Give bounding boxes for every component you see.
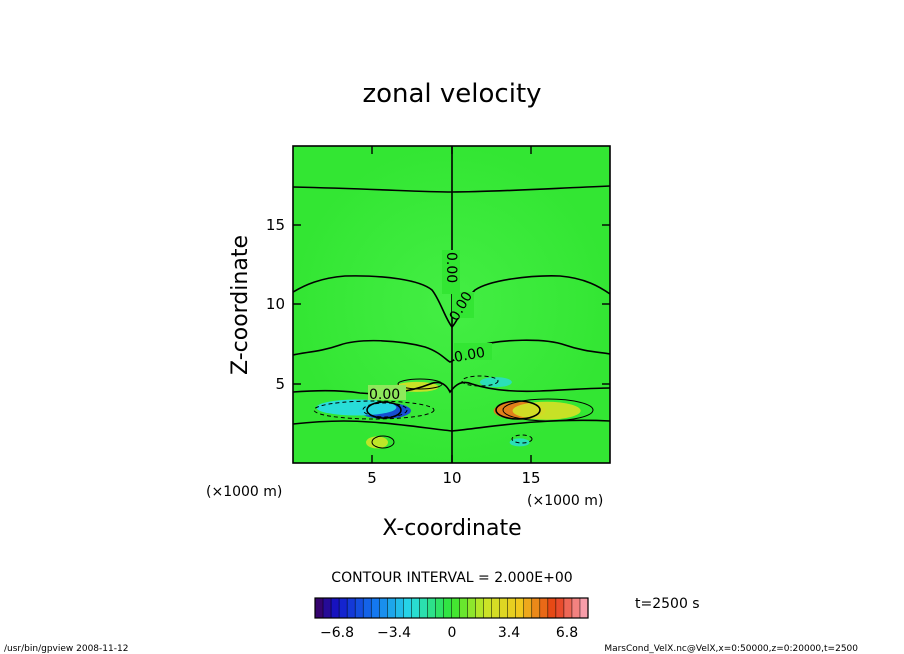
colorbar-cell xyxy=(331,598,340,618)
colorbar-cell xyxy=(379,598,388,618)
time-label: t=2500 s xyxy=(635,596,700,612)
footer-right: MarsCond_VelX.nc@VelX,x=0:50000,z=0:2000… xyxy=(604,644,858,654)
colorbar-cell xyxy=(491,598,501,618)
contour-label-bg xyxy=(368,385,406,400)
colorbar-cell xyxy=(411,598,420,618)
contour-label: 0.00 xyxy=(453,345,486,366)
chart-title: zonal velocity xyxy=(362,79,541,109)
anomaly-blob xyxy=(479,377,512,388)
x-tick-label: 15 xyxy=(521,469,540,487)
colorbar-cell xyxy=(363,598,372,618)
colorbar-cell xyxy=(531,598,541,618)
colorbar-tick-label: 3.4 xyxy=(498,625,520,641)
contour-line xyxy=(293,339,610,363)
anomaly-blob xyxy=(366,436,389,449)
colorbar-cell xyxy=(355,598,364,618)
colorbar-cell xyxy=(323,598,332,618)
x-tick-label: 10 xyxy=(442,469,461,487)
axis-ticks xyxy=(293,146,610,463)
y-unit-label: (×1000 m) xyxy=(527,493,603,509)
colorbar-cell xyxy=(515,598,525,618)
colorbar xyxy=(314,598,589,618)
colorbar-cell xyxy=(451,598,461,618)
colorbar-tick-label: 0 xyxy=(448,625,457,641)
colorbar-cell xyxy=(523,598,533,618)
colorbar-tick-label: −6.8 xyxy=(320,625,354,641)
colorbar-cell xyxy=(427,598,437,618)
contour-label: 0.00 xyxy=(369,387,400,403)
colorbar-cell xyxy=(547,598,557,618)
colorbar-cell xyxy=(571,598,581,618)
positive-contours xyxy=(371,378,594,449)
colorbar-tick-label: −3.4 xyxy=(377,625,411,641)
colorbar-cell xyxy=(419,598,429,618)
contour-label-bg xyxy=(454,343,492,360)
x-unit-label: (×1000 m) xyxy=(206,484,282,500)
colorbar-cell xyxy=(347,598,356,618)
y-tick-label: 10 xyxy=(266,295,285,313)
contour-label-bg xyxy=(442,250,460,294)
colorbar-cell xyxy=(555,598,565,618)
contour-line xyxy=(371,435,395,449)
colorbar-frame xyxy=(314,597,589,619)
contour-line xyxy=(366,401,402,419)
colorbar-cell xyxy=(475,598,485,618)
contour-line xyxy=(495,400,541,420)
colorbar-cell xyxy=(403,598,412,618)
colorbar-cell xyxy=(315,598,324,618)
contour-line xyxy=(313,400,435,420)
colorbar-cell xyxy=(563,598,573,618)
colorbar-cell xyxy=(579,598,589,618)
colorbar-cell xyxy=(387,598,396,618)
colorbar-cell xyxy=(435,598,445,618)
colorbar-cell xyxy=(483,598,493,618)
footer-left: /usr/bin/gpview 2008-11-12 xyxy=(4,644,128,654)
y-axis-title: Z-coordinate xyxy=(228,235,253,375)
contour-line xyxy=(502,398,594,422)
x-tick-label: 5 xyxy=(367,469,377,487)
y-tick-label: 5 xyxy=(275,375,285,393)
negative-contours xyxy=(313,375,533,444)
colorbar-cell xyxy=(539,598,549,618)
colorbar-cell xyxy=(499,598,509,618)
x-axis-title: X-coordinate xyxy=(382,516,521,541)
colorbar-cell xyxy=(371,598,380,618)
contour-line xyxy=(362,402,408,418)
contour-line xyxy=(293,381,610,395)
colorbar-tick-label: 6.8 xyxy=(556,625,578,641)
colorbar-cell xyxy=(395,598,404,618)
anomaly-blob xyxy=(512,401,581,420)
plot-area: 0.00 0.00 0.00 0.00 xyxy=(293,146,610,463)
colorbar-cell xyxy=(443,598,453,618)
anomaly-blob xyxy=(509,438,530,447)
colorbar-cell xyxy=(339,598,348,618)
contour-labels: 0.00 0.00 0.00 0.00 xyxy=(368,250,492,403)
contour-label: 0.00 xyxy=(443,252,459,283)
contour-interval-label: CONTOUR INTERVAL = 2.000E+00 xyxy=(331,570,572,586)
y-tick-label: 15 xyxy=(266,216,285,234)
contour-label-bg xyxy=(452,292,474,318)
contour-line xyxy=(397,378,443,390)
contour-line xyxy=(461,375,499,387)
colorbar-cell xyxy=(467,598,477,618)
contour-line xyxy=(511,434,533,444)
colorbar-cell xyxy=(507,598,517,618)
colorbar-cell xyxy=(459,598,469,618)
